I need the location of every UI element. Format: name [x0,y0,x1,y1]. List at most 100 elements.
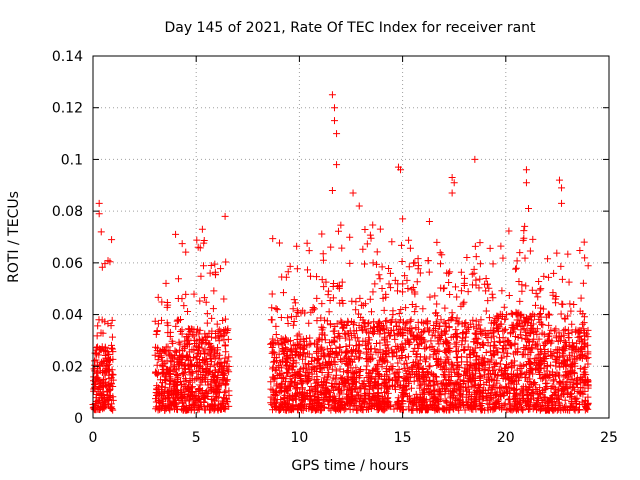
data-point [516,311,524,319]
data-point [220,371,228,379]
data-point [512,265,520,273]
data-point [356,294,364,302]
data-point [318,383,326,391]
data-point [96,367,104,375]
data-point [97,358,105,366]
data-point [108,316,116,324]
data-point [386,375,394,383]
data-point [553,249,561,257]
data-point [389,381,397,389]
data-point [157,404,165,412]
data-point [562,380,570,388]
data-point [329,282,337,290]
data-point [308,354,316,362]
data-point [319,256,327,264]
data-point [368,367,376,375]
data-point [279,289,287,297]
data-point [169,390,177,398]
data-point [213,386,221,394]
data-point [367,234,375,242]
data-point [267,316,275,324]
data-point [427,403,435,411]
data-point [573,347,581,355]
data-point [557,380,565,388]
data-point [202,364,210,372]
data-point [283,387,291,395]
data-point [515,277,523,285]
data-point [416,394,424,402]
data-point [540,330,548,338]
data-point [173,386,181,394]
data-point [221,341,229,349]
data-point [510,325,518,333]
data-point [200,294,208,302]
data-point [509,328,517,336]
data-point [184,362,192,370]
data-point [342,405,350,413]
data-point [525,330,533,338]
data-point [163,365,171,373]
data-point [564,329,572,337]
data-point [187,361,195,369]
data-point [525,401,533,409]
data-point [518,391,526,399]
data-point [303,364,311,372]
data-point [388,346,396,354]
data-point [509,375,517,383]
data-point [515,374,523,382]
data-point [411,396,419,404]
data-point [207,261,215,269]
data-point [104,381,112,389]
data-point [350,329,358,337]
data-point [547,394,555,402]
data-point [539,321,547,329]
data-point [448,189,456,197]
data-point [295,352,303,360]
data-point [215,326,223,334]
data-point [307,392,315,400]
data-point [268,343,276,351]
data-point [473,339,481,347]
data-point [176,340,184,348]
data-point [493,388,501,396]
data-point [475,321,483,329]
data-point [392,318,400,326]
data-point [554,394,562,402]
data-point [418,329,426,337]
data-point [547,385,555,393]
data-point [152,395,160,403]
data-point [501,365,509,373]
data-point [286,262,294,270]
data-point [453,354,461,362]
data-point [436,260,444,268]
data-point [211,260,219,268]
data-point [328,347,336,355]
data-point [104,320,112,328]
data-point [548,399,556,407]
data-point [225,368,233,376]
data-point [317,345,325,353]
data-point [381,329,389,337]
x-tick-label: 0 [89,430,98,446]
data-point [196,297,204,305]
data-point [528,286,536,294]
data-point [532,402,540,410]
data-point [194,350,202,358]
data-point [268,304,276,312]
data-point [480,371,488,379]
data-point [108,333,116,341]
data-point [426,293,434,301]
data-point [211,378,219,386]
data-point [495,334,503,342]
data-point [374,381,382,389]
data-point [302,335,310,343]
data-point [382,290,390,298]
data-point [320,374,328,382]
data-point [336,344,344,352]
data-point [352,306,360,314]
data-point [470,401,478,409]
data-point [279,356,287,364]
data-point [514,406,522,414]
data-point [225,353,233,361]
